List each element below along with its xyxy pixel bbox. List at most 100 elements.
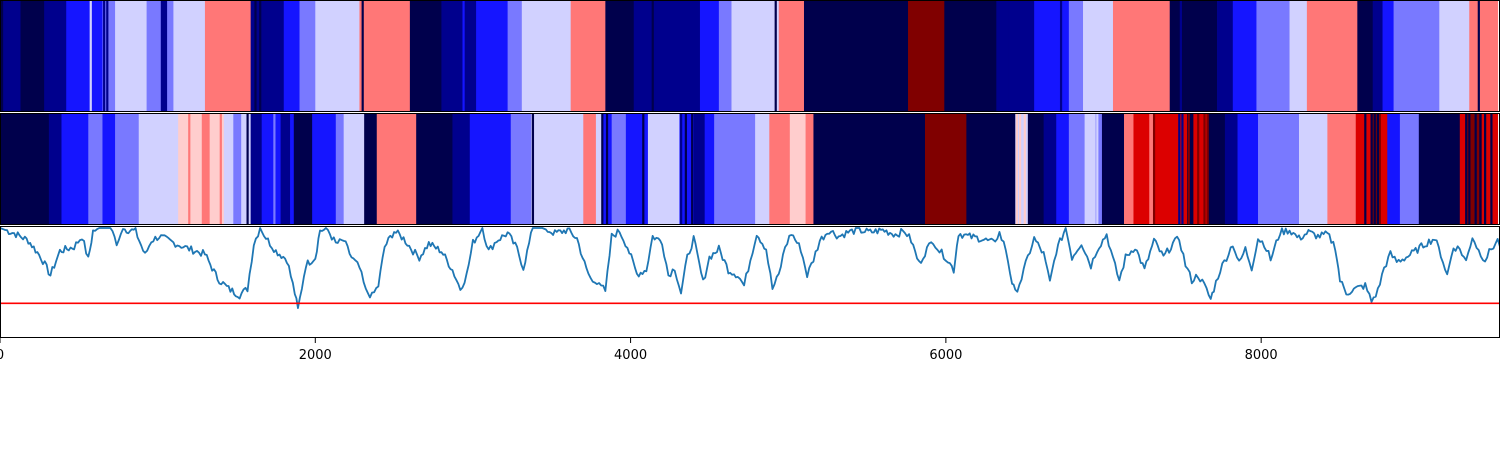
state-strip-middle-segment bbox=[611, 113, 627, 225]
state-strip-middle-segment bbox=[595, 113, 603, 225]
state-strip-middle-thin-segment bbox=[1015, 113, 1019, 225]
state-strip-top-segment bbox=[102, 0, 116, 112]
state-strip-middle-thin-segment bbox=[1018, 113, 1022, 225]
state-strip-top-thin-segment bbox=[1370, 0, 1373, 112]
state-strip-top-segment bbox=[996, 0, 1035, 112]
state-strip-middle-thin-segment bbox=[1206, 113, 1209, 225]
state-strip-middle-segment bbox=[1258, 113, 1300, 225]
x-tick-label: 0 bbox=[0, 348, 4, 363]
state-strip-middle-segment bbox=[209, 113, 225, 225]
state-strip-middle-segment bbox=[693, 113, 706, 225]
state-strip-middle-thin-segment bbox=[1203, 113, 1206, 225]
state-strip-middle-segment bbox=[201, 113, 211, 225]
state-strip-middle-segment bbox=[714, 113, 756, 225]
state-strip-middle-thin-segment bbox=[1465, 113, 1468, 225]
state-strip-middle-thin-segment bbox=[1474, 113, 1477, 225]
state-strip-middle bbox=[0, 113, 1499, 225]
state-strip-middle-thin-segment bbox=[1452, 113, 1455, 225]
state-strip-middle-thin-segment bbox=[1096, 113, 1099, 225]
state-strip-top-segment bbox=[1382, 0, 1394, 112]
x-tick-label: 4000 bbox=[614, 348, 647, 363]
state-strip-middle-segment bbox=[469, 113, 512, 225]
state-strip-top-segment bbox=[699, 0, 720, 112]
state-strip-top-segment bbox=[507, 0, 523, 112]
state-strip-top-thin-segment bbox=[462, 0, 465, 112]
state-strip-top-segment bbox=[1393, 0, 1440, 112]
state-strip-top-thin-segment bbox=[680, 0, 683, 112]
state-strip-top-segment bbox=[1034, 0, 1070, 112]
state-strip-top-segment bbox=[167, 0, 174, 112]
state-strip-top-segment bbox=[1232, 0, 1257, 112]
state-strip-top-segment bbox=[1217, 0, 1234, 112]
state-strip-middle-segment bbox=[1299, 113, 1328, 225]
state-strip-top-segment bbox=[0, 0, 4, 112]
state-strip-middle-thin-segment bbox=[531, 113, 535, 225]
state-strip-middle-segment bbox=[312, 113, 337, 225]
state-strip-middle-thin-segment bbox=[680, 113, 683, 225]
state-strip-top-thin-segment bbox=[103, 0, 106, 112]
state-strip-middle-segment bbox=[1084, 113, 1097, 225]
state-strip-top-segment bbox=[160, 0, 168, 112]
state-strip-top-thin-segment bbox=[89, 0, 92, 112]
state-strip-middle-thin-segment bbox=[1187, 113, 1190, 225]
state-strip-top-segment bbox=[1068, 0, 1084, 112]
state-strip-middle-segment bbox=[290, 113, 296, 225]
state-strip-middle-segment bbox=[1068, 113, 1085, 225]
state-strip-middle-segment bbox=[138, 113, 179, 225]
state-strip-middle-segment bbox=[233, 113, 242, 225]
state-strip-middle-segment bbox=[1101, 113, 1125, 225]
state-strip-middle-thin-segment bbox=[1119, 113, 1123, 225]
state-strip-top-segment bbox=[655, 0, 676, 112]
state-strip-top-thin-segment bbox=[1179, 0, 1182, 112]
state-strip-middle-thin-segment bbox=[601, 113, 604, 225]
state-strip-middle-thin-segment bbox=[273, 113, 276, 225]
state-strip-top-thin-segment bbox=[424, 0, 427, 112]
x-axis: 0 2000 4000 6000 8000 bbox=[0, 338, 1278, 363]
state-strip-middle-segment bbox=[805, 113, 814, 225]
state-strip-top-segment bbox=[20, 0, 45, 112]
state-strip-top-segment bbox=[1083, 0, 1114, 112]
state-strip-middle-segment bbox=[1380, 113, 1388, 225]
state-strip-top-thin-segment bbox=[361, 0, 364, 112]
state-strip-top-segment bbox=[441, 0, 477, 112]
state-strip-middle-thin-segment bbox=[1370, 113, 1373, 225]
state-strip-middle-segment bbox=[115, 113, 140, 225]
state-strip-middle-thin-segment bbox=[922, 113, 925, 225]
state-strip-top-segment bbox=[3, 0, 21, 112]
state-strip-middle-thin-segment bbox=[1152, 113, 1156, 225]
state-strip-middle-segment bbox=[1212, 113, 1226, 225]
state-strip-top-thin-segment bbox=[1190, 0, 1193, 112]
state-strip-middle-thin-segment bbox=[293, 113, 296, 225]
state-strip-middle-segment bbox=[1095, 113, 1103, 225]
state-strip-top-segment bbox=[1112, 0, 1171, 112]
signal-line bbox=[0, 227, 1500, 310]
state-strip-top-segment bbox=[1169, 0, 1218, 112]
state-strip-middle-segment bbox=[102, 113, 116, 225]
state-strip-middle-segment bbox=[1327, 113, 1357, 225]
state-strip-top-thin-segment bbox=[828, 0, 831, 112]
state-strip-middle-thin-segment bbox=[1219, 113, 1222, 225]
state-strip-middle-thin-segment bbox=[1373, 113, 1376, 225]
state-strip-middle-segment bbox=[1133, 113, 1150, 225]
state-strip-middle-thin-segment bbox=[642, 113, 645, 225]
state-strip-middle-segment bbox=[966, 113, 1016, 225]
state-strip-middle-segment bbox=[0, 113, 50, 225]
state-strip-top-segment bbox=[44, 0, 67, 112]
state-strip-middle-thin-segment bbox=[1110, 113, 1113, 225]
state-strip-middle-thin-segment bbox=[1490, 113, 1493, 225]
state-strip-top-segment bbox=[908, 0, 945, 112]
state-strip-top bbox=[0, 0, 1499, 112]
state-strip-top-thin-segment bbox=[1359, 0, 1362, 112]
state-strip-top-segment bbox=[115, 0, 148, 112]
state-strip-top-thin-segment bbox=[774, 0, 777, 112]
x-tick-label: 6000 bbox=[929, 348, 962, 363]
state-strip-middle-segment bbox=[1149, 113, 1155, 225]
state-strip-middle-segment bbox=[625, 113, 649, 225]
signal-plot-background bbox=[0, 226, 1500, 338]
state-strip-middle-segment bbox=[1056, 113, 1070, 225]
state-strip-middle-thin-segment bbox=[254, 113, 257, 225]
state-strip-middle-thin-segment bbox=[1023, 113, 1026, 225]
state-strip-top-segment bbox=[803, 0, 909, 112]
state-strip-middle-segment bbox=[241, 113, 252, 225]
state-strip-middle-thin-segment bbox=[1197, 113, 1200, 225]
